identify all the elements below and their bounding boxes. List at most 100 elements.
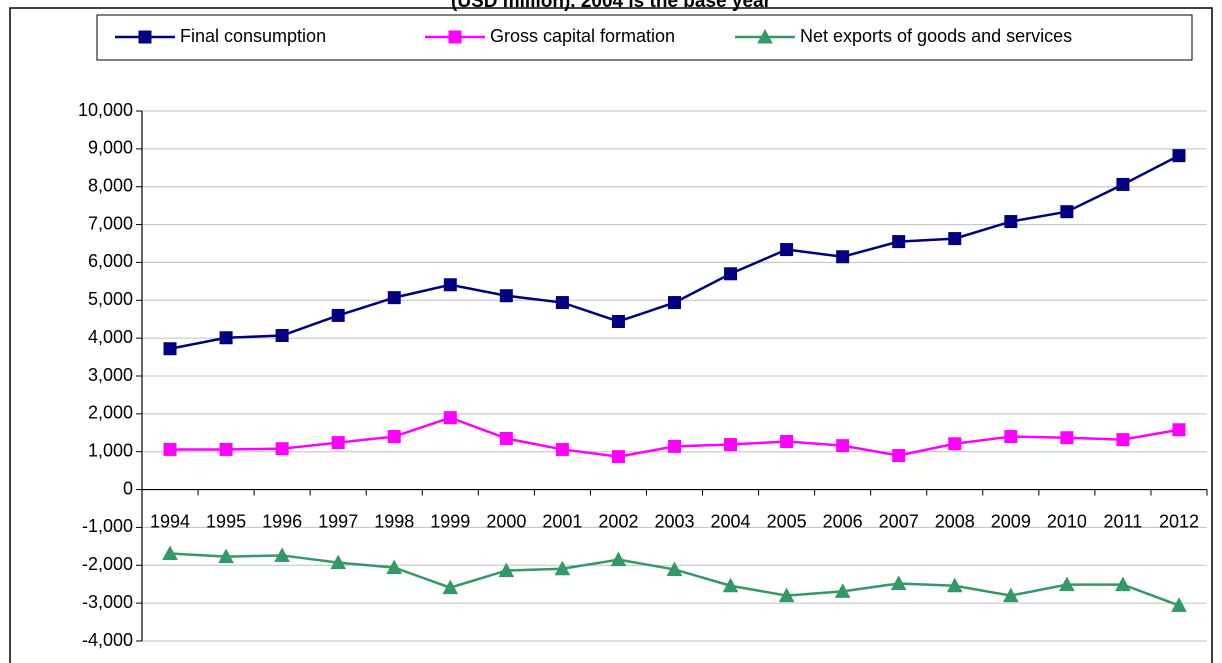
x-tick-label: 2007 [879, 511, 919, 531]
data-point [892, 235, 906, 249]
data-point [443, 411, 457, 425]
data-point [555, 296, 569, 310]
x-tick-label: 1999 [430, 511, 470, 531]
data-point [611, 314, 625, 328]
data-point [331, 436, 345, 450]
legend-label: Final consumption [180, 26, 326, 46]
data-point [724, 438, 738, 452]
data-point [1115, 576, 1131, 592]
data-point [611, 450, 625, 464]
data-point [387, 430, 401, 444]
data-point [610, 551, 627, 567]
x-tick-label: 2012 [1159, 511, 1199, 531]
y-tick-label: -4,000 [82, 630, 133, 650]
data-point [499, 431, 513, 445]
data-point [1116, 433, 1130, 447]
x-tick-label: 2010 [1047, 511, 1087, 531]
y-tick-label: -3,000 [82, 592, 133, 612]
data-point [1172, 423, 1186, 437]
data-point [218, 548, 234, 564]
data-point [330, 554, 347, 570]
legend-marker [138, 30, 152, 44]
x-tick-label: 2002 [598, 511, 638, 531]
y-tick-label: -1,000 [82, 516, 133, 536]
data-point [1060, 431, 1074, 445]
data-point [1060, 205, 1074, 219]
x-tick-label: 2000 [486, 511, 526, 531]
y-tick-label: 6,000 [88, 251, 133, 271]
data-point [780, 243, 794, 257]
x-tick-label: 2001 [542, 511, 582, 531]
data-point [331, 308, 345, 322]
x-tick-label: 1996 [262, 511, 302, 531]
data-point [836, 439, 850, 453]
data-point [275, 328, 289, 342]
data-point [1002, 587, 1019, 603]
x-tick-label: 1994 [150, 511, 190, 531]
series-line [169, 552, 1180, 607]
y-tick-label: 0 [123, 478, 133, 498]
legend-marker [448, 30, 462, 44]
series-line [169, 154, 1180, 350]
data-point [668, 296, 681, 310]
x-tick-label: 2011 [1104, 511, 1143, 531]
data-point [387, 291, 401, 305]
y-tick-label: 4,000 [88, 327, 133, 347]
x-tick-label: 2009 [991, 511, 1031, 531]
data-point [946, 577, 963, 593]
legend-box [96, 14, 1193, 61]
data-point [836, 250, 850, 264]
data-point [163, 442, 177, 456]
data-point [780, 434, 794, 448]
data-point [948, 437, 962, 451]
y-tick-label: 7,000 [88, 213, 133, 233]
data-point [1059, 576, 1075, 592]
data-point [442, 579, 459, 595]
y-tick-label: 3,000 [88, 365, 133, 385]
data-point [275, 442, 289, 456]
chart-border [9, 7, 1213, 663]
data-point [499, 289, 513, 303]
y-tick-label: 5,000 [88, 289, 133, 309]
data-point [892, 449, 906, 462]
data-point [722, 577, 739, 593]
data-point [666, 561, 683, 576]
y-tick-label: 9,000 [88, 138, 133, 158]
data-point [162, 545, 178, 561]
legend-label: Net exports of goods and services [800, 26, 1072, 46]
data-point [163, 342, 177, 356]
x-tick-label: 2006 [823, 511, 863, 531]
y-tick-label: 1,000 [88, 440, 133, 460]
y-tick-label: 8,000 [88, 175, 133, 195]
data-point [1171, 597, 1187, 612]
x-tick-label: 2003 [654, 511, 694, 531]
y-tick-label: 2,000 [88, 403, 133, 423]
data-point [890, 575, 907, 590]
data-point [1116, 177, 1130, 191]
data-point [443, 278, 457, 292]
data-point [498, 562, 515, 578]
data-point [274, 547, 290, 562]
x-tick-label: 2004 [711, 511, 751, 531]
data-point [834, 583, 851, 598]
data-point [1172, 149, 1186, 163]
chart-title: (USD million). 2004 is the base year [451, 0, 772, 12]
data-point [724, 267, 738, 281]
x-tick-label: 2005 [767, 511, 807, 531]
data-point [778, 587, 795, 603]
legend-marker [757, 28, 773, 44]
data-point [555, 442, 569, 456]
x-tick-label: 1995 [206, 511, 246, 531]
data-point [386, 559, 403, 575]
data-point [219, 442, 233, 456]
data-point [554, 560, 571, 576]
y-tick-label: -2,000 [82, 554, 133, 574]
x-tick-label: 1998 [374, 511, 414, 531]
data-point [219, 331, 233, 345]
data-point [1004, 430, 1018, 444]
x-tick-label: 1997 [318, 511, 358, 531]
data-point [1004, 215, 1018, 229]
data-point [668, 439, 681, 453]
y-tick-label: 10,000 [78, 100, 133, 120]
